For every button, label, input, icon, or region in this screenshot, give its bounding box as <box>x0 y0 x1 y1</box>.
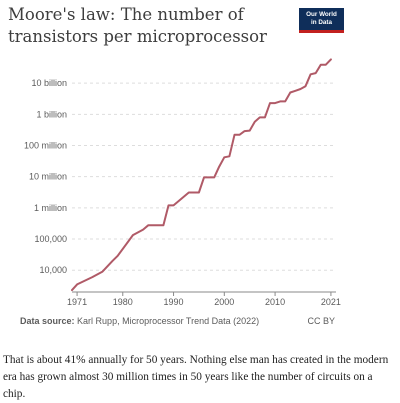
y-tick-label-1: 100,000 <box>34 234 67 244</box>
data-source: Data source: Karl Rupp, Microprocessor T… <box>20 316 259 326</box>
series-line-0 <box>72 59 331 290</box>
y-tick-label-3: 10 million <box>29 172 67 182</box>
x-tick-label-5: 2021 <box>321 297 341 307</box>
license-label[interactable]: CC BY <box>307 316 335 326</box>
line-chart: 10,000 100,000 1 million 10 million 100 mill… <box>0 0 400 330</box>
y-tick-label-0: 10,000 <box>39 265 67 275</box>
y-tick-label-4: 100 million <box>24 141 67 151</box>
caption-text: That is about 41% annually for 50 years.… <box>3 352 397 403</box>
y-tick-label-2: 1 million <box>34 203 67 213</box>
data-source-text: Karl Rupp, Microprocessor Trend Data (20… <box>77 316 259 326</box>
x-tick-label-1: 1980 <box>113 297 133 307</box>
x-tick-label-3: 2000 <box>214 297 234 307</box>
x-tick-label-0: 1971 <box>67 297 87 307</box>
x-tick-label-4: 2010 <box>265 297 285 307</box>
series-lines <box>72 59 331 290</box>
tick-labels: 10,000 100,000 1 million 10 million 100 mill… <box>24 78 341 307</box>
y-tick-label-5: 1 billion <box>36 109 67 119</box>
x-tick-label-2: 1990 <box>164 297 184 307</box>
data-source-label: Data source: <box>20 316 75 326</box>
y-tick-label-6: 10 billion <box>31 78 67 88</box>
x-axis <box>72 292 336 296</box>
